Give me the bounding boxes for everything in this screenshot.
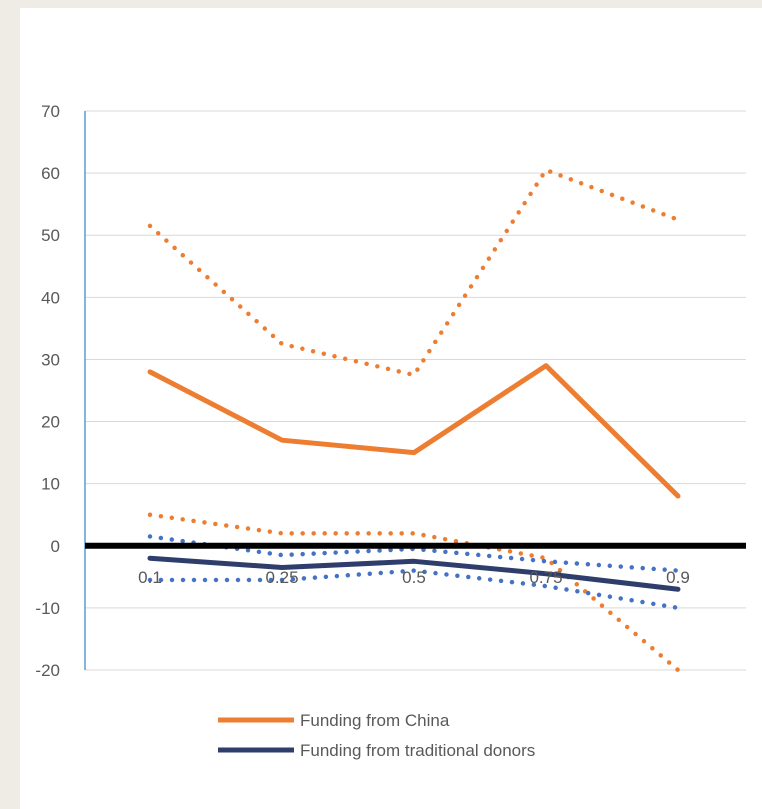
y-tick-label: -20 — [35, 661, 60, 680]
x-tick-label: 0.25 — [265, 568, 298, 587]
series-line-estimate-0 — [147, 363, 681, 499]
series-line-upper-bound-1 — [147, 167, 681, 378]
legend-item: Funding from China — [218, 711, 450, 730]
chart-panel: 0.1 0.25 0.5 0.75 0.9 70 60 50 40 30 20 10 0 -10 -20 … — [20, 8, 762, 809]
line-chart: 0.1 0.25 0.5 0.75 0.9 706050403020100-10-20 … — [35, 102, 746, 760]
y-tick-label: 20 — [41, 413, 60, 432]
y-tick-labels: 70 60 50 40 30 20 10 0 -10 -20 — [35, 102, 60, 680]
y-tick-label: 40 — [41, 288, 60, 307]
legend-label: Funding from China — [300, 711, 450, 730]
y-tick-label: 30 — [41, 350, 60, 369]
y-tick-label: 60 — [41, 164, 60, 183]
x-tick-label: 0.1 — [138, 568, 162, 587]
y-tick-label: 10 — [41, 475, 60, 494]
y-tick-label: 50 — [41, 226, 60, 245]
series-line-lower-bound-2 — [147, 512, 681, 673]
x-tick-label: 0.5 — [402, 568, 426, 587]
y-tick-label: 0 — [51, 537, 60, 556]
x-tick-label: 0.75 — [529, 568, 562, 587]
legend-label: Funding from traditional donors — [300, 741, 535, 760]
x-tick-labels: 0.1 0.25 0.5 0.75 0.9 — [138, 568, 690, 587]
y-tick-label: 70 — [41, 102, 60, 121]
legend: Funding from China Funding from tradition… — [218, 711, 535, 760]
gridlines — [85, 110, 746, 671]
y-tick-label: -10 — [35, 599, 60, 618]
x-tick-label: 0.9 — [666, 568, 690, 587]
series-lines — [85, 167, 746, 673]
legend-item: Funding from traditional donors — [218, 741, 535, 760]
